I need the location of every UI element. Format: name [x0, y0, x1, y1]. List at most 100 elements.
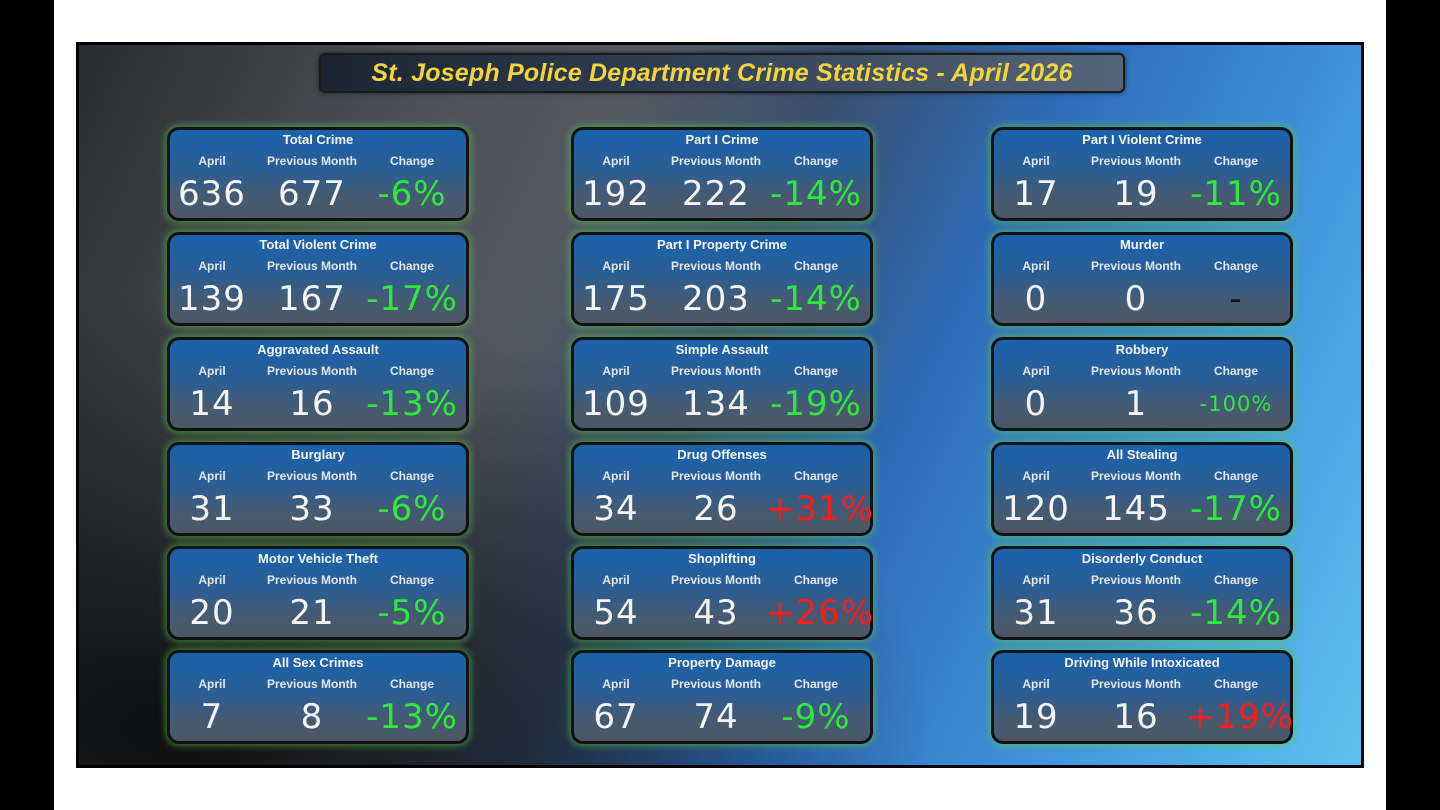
change-value: -6% — [377, 174, 447, 214]
card-title: Part I Violent Crime — [1082, 132, 1202, 147]
change-label: Change — [793, 469, 838, 483]
previous-month-value: 167 — [278, 279, 346, 319]
previous-month-label: Previous Month — [1090, 677, 1181, 691]
previous-month-label: Previous Month — [266, 677, 357, 691]
previous-month-label: Previous Month — [1090, 259, 1181, 273]
stat-card-motor-vehicle-theft: Motor Vehicle Theft April Previous Month Ch… — [167, 546, 469, 640]
previous-month-label: Previous Month — [266, 469, 357, 483]
stat-card-murder: Murder April Previous Month Change 0 0 - — [991, 232, 1293, 326]
card-title: Burglary — [291, 447, 345, 462]
card-title: Robbery — [1115, 342, 1169, 357]
stat-card-burglary: Burglary April Previous Month Change 31 33 -6% — [167, 442, 469, 536]
previous-month-label: Previous Month — [670, 259, 761, 273]
change-label: Change — [793, 364, 838, 378]
april-value: 7 — [200, 697, 224, 737]
change-label: Change — [793, 154, 838, 168]
april-value: 14 — [189, 384, 235, 424]
previous-month-label: Previous Month — [670, 573, 761, 587]
april-label: April — [198, 154, 226, 168]
previous-month-value: 145 — [1102, 489, 1170, 529]
april-value: 31 — [189, 489, 235, 529]
change-label: Change — [793, 259, 838, 273]
april-value: 0 — [1024, 279, 1048, 319]
april-value: 109 — [582, 384, 650, 424]
change-label: Change — [793, 677, 838, 691]
april-label: April — [198, 469, 226, 483]
change-label: Change — [1213, 154, 1258, 168]
dashboard-title: St. Joseph Police Department Crime Stati… — [371, 58, 1073, 87]
stat-card-robbery: Robbery April Previous Month Change 0 1 -100% — [991, 337, 1293, 431]
change-value: -17% — [366, 279, 458, 319]
stat-card-property-damage: Property Damage April Previous Month Change… — [571, 650, 873, 744]
change-value: +31% — [766, 489, 875, 529]
previous-month-value: 203 — [682, 279, 750, 319]
card-title: Property Damage — [668, 655, 776, 670]
april-label: April — [1022, 154, 1050, 168]
stat-card-part-i-property-crime: Part I Property Crime April Previous Month… — [571, 232, 873, 326]
previous-month-value: 16 — [1113, 697, 1159, 737]
previous-month-label: Previous Month — [266, 364, 357, 378]
card-title: Part I Crime — [685, 132, 759, 147]
previous-month-value: 74 — [693, 697, 739, 737]
april-value: 139 — [178, 279, 246, 319]
april-value: 17 — [1013, 174, 1059, 214]
previous-month-label: Previous Month — [1090, 154, 1181, 168]
april-label: April — [602, 573, 630, 587]
previous-month-value: 26 — [693, 489, 739, 529]
change-value: -14% — [1190, 593, 1282, 633]
previous-month-value: 21 — [289, 593, 335, 633]
change-label: Change — [1213, 364, 1258, 378]
change-value: -14% — [770, 279, 862, 319]
april-value: 20 — [189, 593, 235, 633]
april-value: 0 — [1024, 384, 1048, 424]
previous-month-value: 8 — [300, 697, 324, 737]
april-value: 54 — [593, 593, 639, 633]
april-value: 636 — [178, 174, 246, 214]
card-title: Driving While Intoxicated — [1064, 655, 1220, 670]
april-label: April — [198, 677, 226, 691]
april-label: April — [198, 364, 226, 378]
card-title: All Stealing — [1106, 447, 1178, 462]
change-label: Change — [1213, 469, 1258, 483]
stat-card-driving-while-intoxicated: Driving While Intoxicated April Previous M… — [991, 650, 1293, 744]
april-value: 192 — [582, 174, 650, 214]
previous-month-value: 134 — [682, 384, 750, 424]
change-label: Change — [389, 364, 434, 378]
previous-month-label: Previous Month — [266, 573, 357, 587]
april-value: 120 — [1002, 489, 1070, 529]
april-value: 19 — [1013, 697, 1059, 737]
card-title: Motor Vehicle Theft — [258, 551, 378, 566]
april-label: April — [1022, 259, 1050, 273]
change-value: -14% — [770, 174, 862, 214]
card-title: Drug Offenses — [677, 447, 767, 462]
april-label: April — [602, 469, 630, 483]
previous-month-value: 222 — [682, 174, 750, 214]
previous-month-label: Previous Month — [266, 154, 357, 168]
previous-month-value: 36 — [1113, 593, 1159, 633]
april-value: 67 — [593, 697, 639, 737]
card-title: Total Violent Crime — [259, 237, 377, 252]
card-title: Disorderly Conduct — [1081, 551, 1203, 566]
previous-month-value: 19 — [1113, 174, 1159, 214]
change-label: Change — [389, 154, 434, 168]
change-label: Change — [793, 573, 838, 587]
change-value: -6% — [377, 489, 447, 529]
change-label: Change — [1213, 573, 1258, 587]
change-value: -17% — [1190, 489, 1282, 529]
previous-month-value: 0 — [1124, 279, 1148, 319]
stat-card-total-crime: Total Crime April Previous Month Change 636 6… — [167, 127, 469, 221]
change-label: Change — [389, 677, 434, 691]
stat-card-aggravated-assault: Aggravated Assault April Previous Month Cha… — [167, 337, 469, 431]
card-title: All Sex Crimes — [272, 655, 364, 670]
april-label: April — [1022, 364, 1050, 378]
stat-card-part-i-crime: Part I Crime April Previous Month Change 192… — [571, 127, 873, 221]
previous-month-label: Previous Month — [670, 469, 761, 483]
stat-card-disorderly-conduct: Disorderly Conduct April Previous Month Cha… — [991, 546, 1293, 640]
title-bar: St. Joseph Police Department Crime Stati… — [319, 53, 1125, 93]
card-title: Aggravated Assault — [257, 342, 379, 357]
april-label: April — [198, 573, 226, 587]
previous-month-label: Previous Month — [670, 154, 761, 168]
change-value: -13% — [366, 384, 458, 424]
april-value: 34 — [593, 489, 639, 529]
april-label: April — [198, 259, 226, 273]
